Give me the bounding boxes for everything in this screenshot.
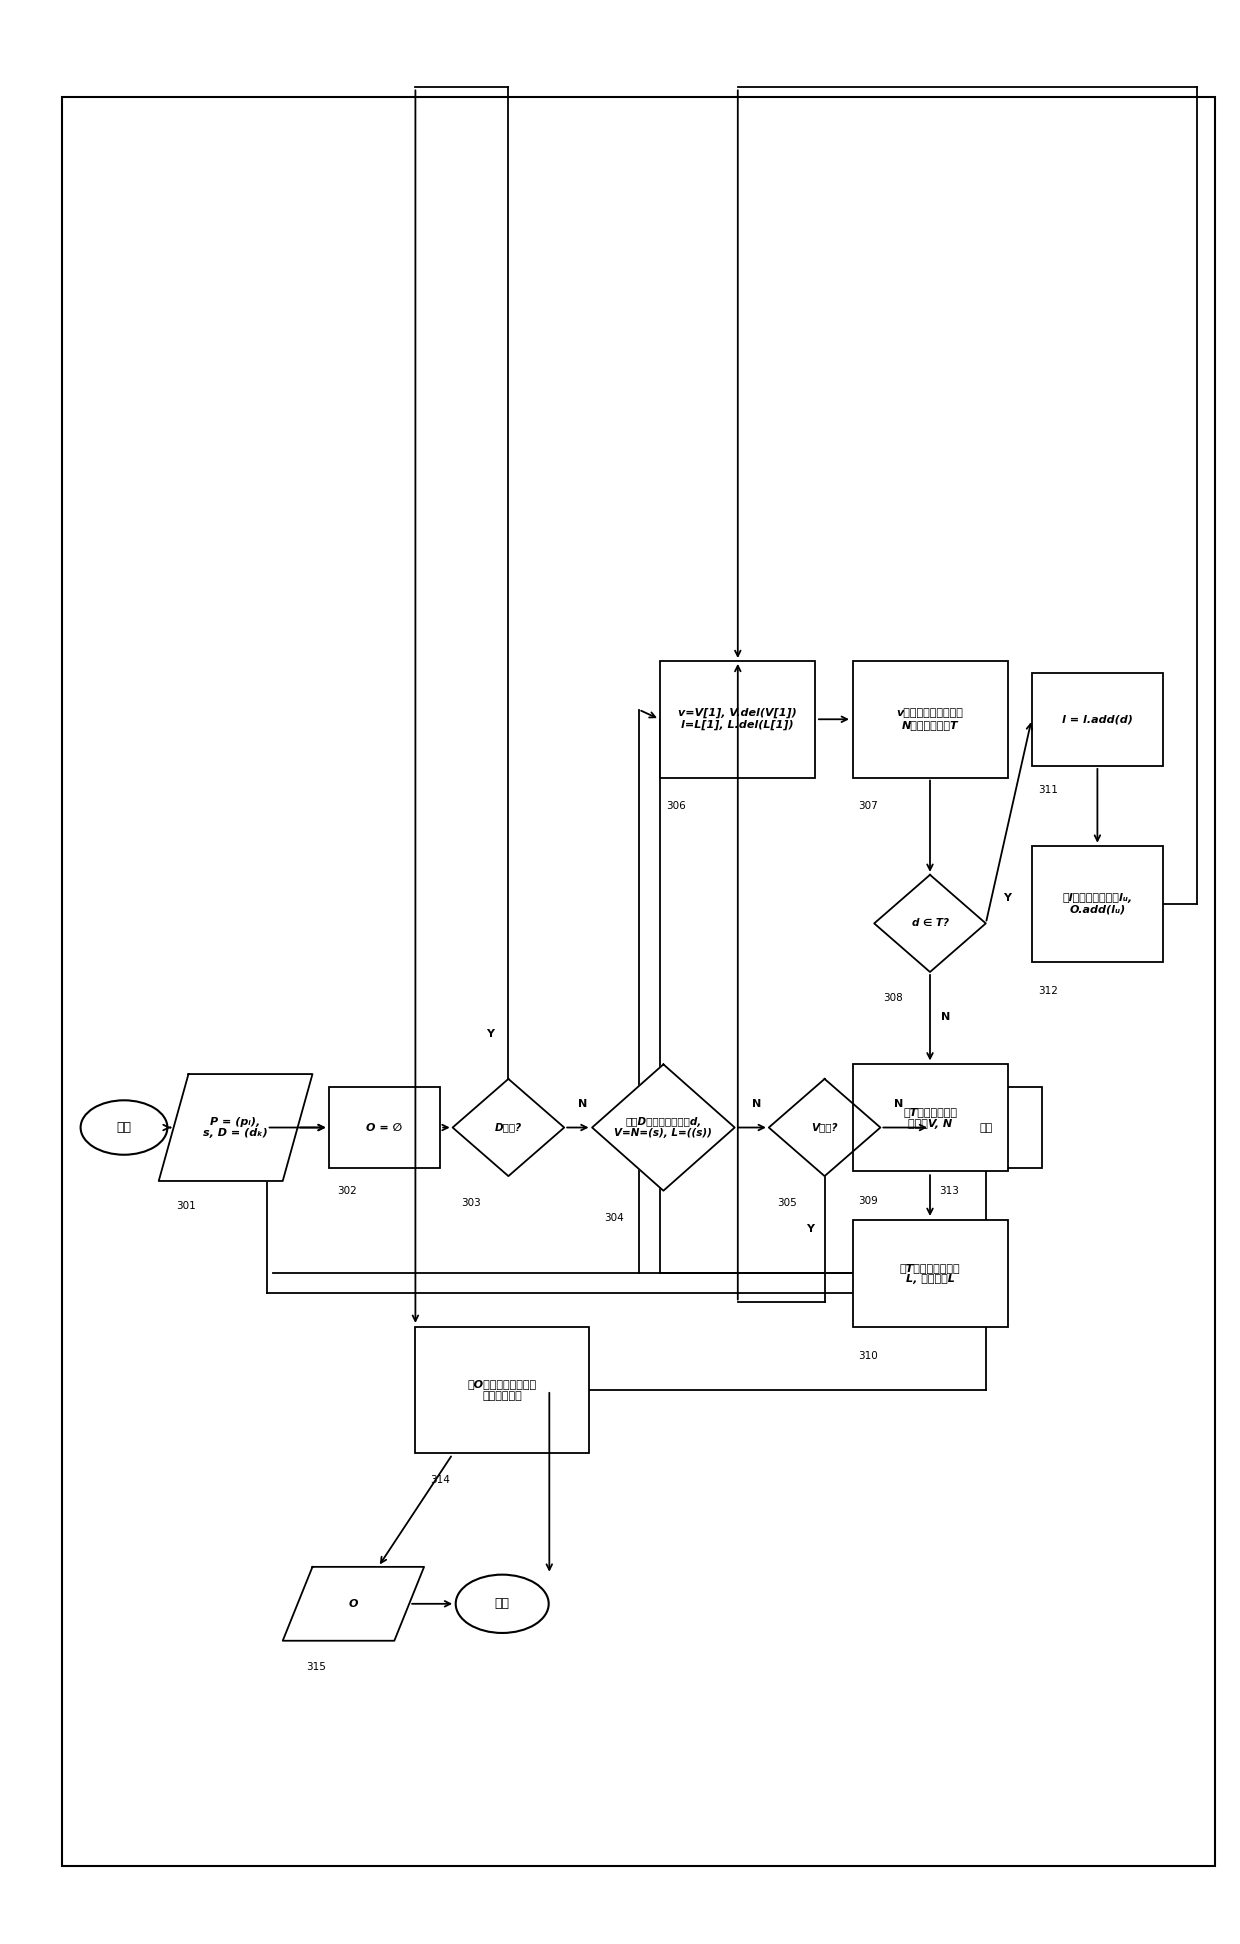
Text: N: N (751, 1098, 761, 1110)
Text: 315: 315 (306, 1662, 326, 1672)
Text: v=V[1], V.del(V[1])
l=L[1], L.del(L[1]): v=V[1], V.del(V[1]) l=L[1], L.del(L[1]) (678, 708, 797, 731)
Text: v所在预置图上不属于
N的节点集记为T: v所在预置图上不属于 N的节点集记为T (897, 708, 963, 731)
Ellipse shape (456, 1575, 549, 1633)
Polygon shape (769, 1079, 880, 1176)
Text: 301: 301 (176, 1201, 196, 1211)
Text: 错误: 错误 (980, 1122, 992, 1133)
Text: Y: Y (1003, 892, 1011, 904)
Polygon shape (453, 1079, 564, 1176)
Text: Y: Y (486, 1028, 494, 1040)
Text: l = l.add(d): l = l.add(d) (1061, 713, 1133, 725)
Text: D为空?: D为空? (495, 1122, 522, 1133)
Text: N: N (578, 1098, 588, 1110)
Text: 312: 312 (1038, 986, 1058, 995)
FancyBboxPatch shape (415, 1328, 589, 1454)
Text: P = (pᵢ),
s, D = (dₖ): P = (pᵢ), s, D = (dₖ) (203, 1116, 268, 1139)
Text: 310: 310 (858, 1351, 878, 1361)
Text: 307: 307 (858, 801, 878, 811)
Text: 306: 306 (666, 801, 686, 811)
FancyBboxPatch shape (329, 1087, 440, 1168)
Text: N: N (941, 1011, 951, 1023)
Text: 308: 308 (883, 993, 903, 1003)
FancyBboxPatch shape (1032, 846, 1163, 962)
Text: 303: 303 (461, 1198, 481, 1207)
Text: d ∈ T?: d ∈ T? (911, 918, 949, 929)
Polygon shape (593, 1065, 734, 1190)
FancyBboxPatch shape (930, 1087, 1042, 1168)
Polygon shape (874, 875, 986, 972)
FancyBboxPatch shape (62, 97, 1215, 1866)
Text: 304: 304 (604, 1213, 624, 1223)
FancyBboxPatch shape (853, 1221, 1007, 1328)
FancyBboxPatch shape (853, 661, 1007, 778)
Text: O: O (348, 1598, 358, 1610)
Polygon shape (283, 1567, 424, 1641)
Text: 取出D中的第一个节点d,
V=N=(s), L=((s)): 取出D中的第一个节点d, V=N=(s), L=((s)) (615, 1116, 712, 1139)
Text: 305: 305 (777, 1198, 797, 1207)
Text: 314: 314 (430, 1475, 450, 1485)
Text: 将O中的工作路径合并
为组播工作树: 将O中的工作路径合并 为组播工作树 (467, 1378, 537, 1402)
Text: V为空?: V为空? (811, 1122, 838, 1133)
Text: 309: 309 (858, 1196, 878, 1205)
Text: 将T中的节点分别
添加到V, N: 将T中的节点分别 添加到V, N (903, 1106, 957, 1129)
FancyBboxPatch shape (660, 661, 816, 778)
Text: 用T中节点分别扩展
L, 并添加到L: 用T中节点分别扩展 L, 并添加到L (900, 1262, 960, 1285)
Text: 302: 302 (337, 1186, 357, 1196)
Text: Y: Y (806, 1223, 813, 1234)
FancyBboxPatch shape (1032, 673, 1163, 766)
Text: 311: 311 (1038, 785, 1058, 795)
Text: O = ∅: O = ∅ (366, 1122, 403, 1133)
Text: 结束: 结束 (495, 1598, 510, 1610)
FancyBboxPatch shape (853, 1065, 1007, 1170)
Text: 将l扩展为工作路径lᵤ,
O.add(lᵤ): 将l扩展为工作路径lᵤ, O.add(lᵤ) (1063, 892, 1132, 916)
Polygon shape (159, 1073, 312, 1182)
Text: N: N (894, 1098, 904, 1110)
Text: 313: 313 (939, 1186, 959, 1196)
Ellipse shape (81, 1100, 167, 1155)
Text: 开始: 开始 (117, 1122, 131, 1133)
